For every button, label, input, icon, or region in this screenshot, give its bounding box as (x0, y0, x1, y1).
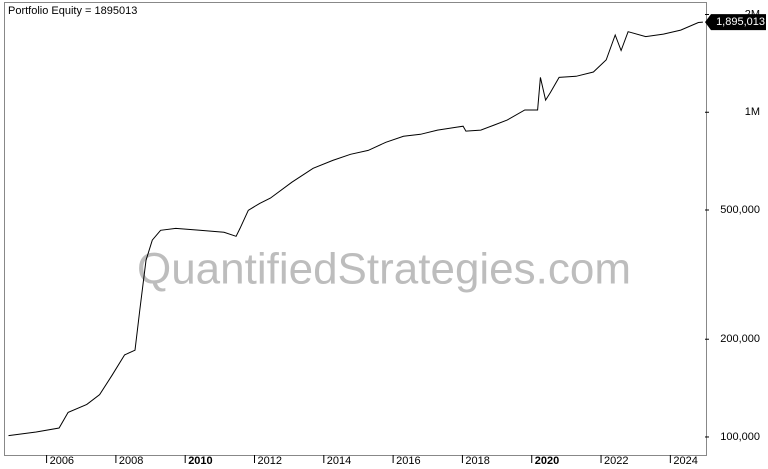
x-tick-label: 2022 (604, 455, 628, 464)
x-tick-label: 2020 (535, 455, 559, 464)
y-tick-label: 1M (745, 106, 760, 118)
x-tick-label: 2008 (119, 455, 143, 464)
x-tick-label: 2024 (673, 455, 697, 464)
x-tick-label: 2012 (258, 455, 282, 464)
y-tick-label: 100,000 (720, 431, 760, 443)
watermark: QuantifiedStrategies.com (137, 245, 631, 294)
y-tick-label: 500,000 (720, 204, 760, 216)
x-tick-label: 2006 (50, 455, 74, 464)
x-tick-label: 2014 (327, 455, 351, 464)
x-tick-label: 2018 (465, 455, 489, 464)
value-tag (705, 14, 766, 31)
y-tick-label: 200,000 (720, 333, 760, 345)
plot-frame (4, 2, 707, 456)
equity-line (8, 21, 703, 437)
chart-title: Portfolio Equity = 1895013 (8, 5, 137, 17)
value-tag-label: 1,895,013 (716, 16, 765, 28)
x-tick-label: 2010 (188, 455, 212, 464)
x-tick-label: 2016 (396, 455, 420, 464)
